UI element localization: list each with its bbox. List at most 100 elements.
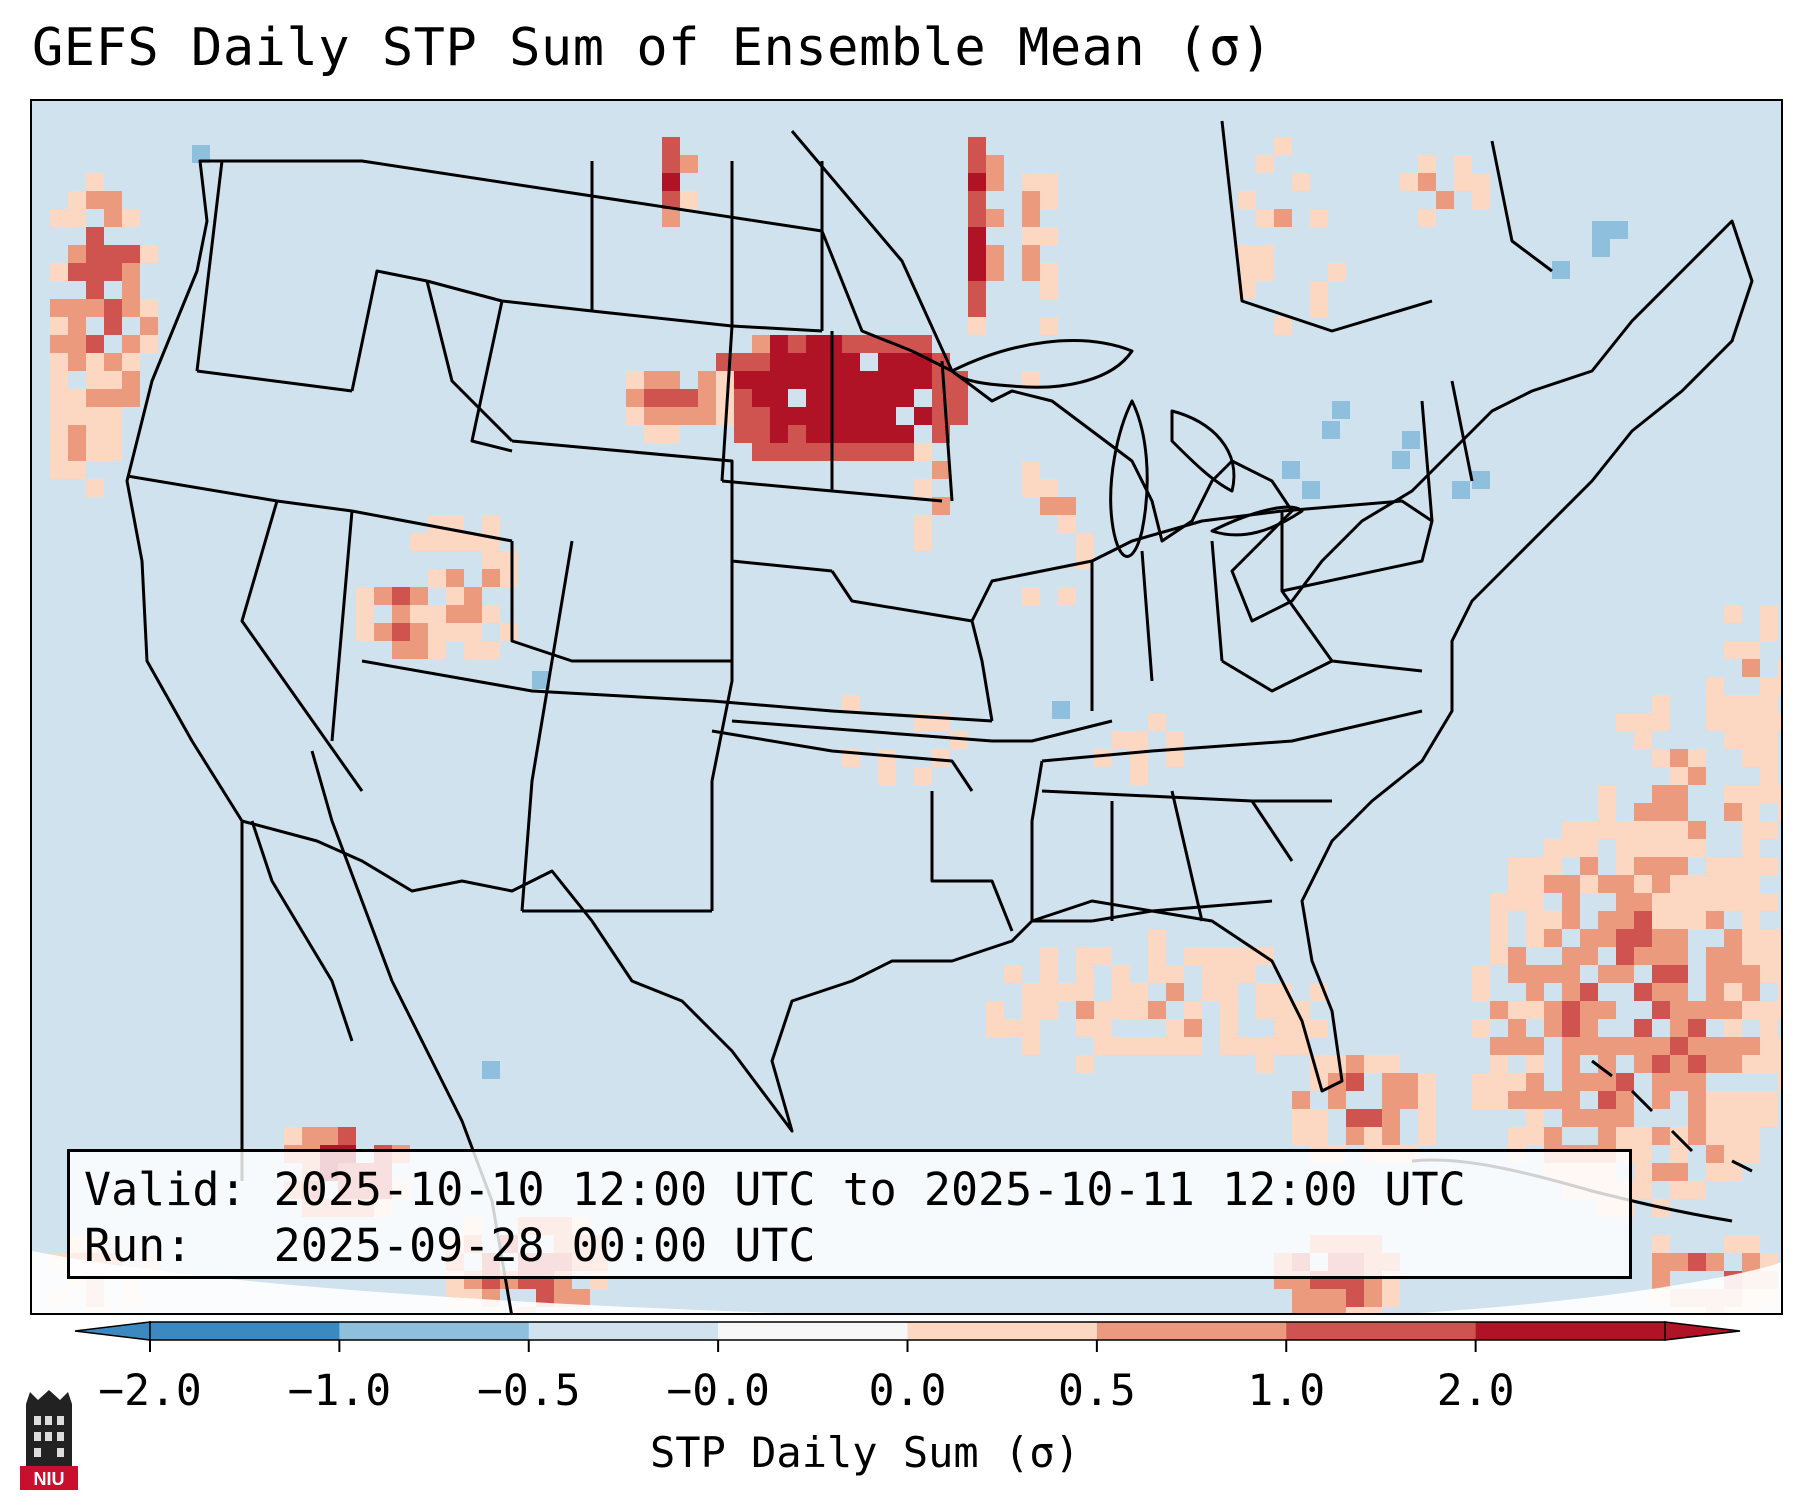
anomaly-cell (1616, 857, 1634, 875)
anomaly-cell (1634, 839, 1652, 857)
anomaly-cell (1310, 281, 1328, 299)
anomaly-cell (1148, 713, 1166, 731)
anomaly-cell (860, 335, 878, 353)
anomaly-cell (50, 299, 68, 317)
anomaly-cell (752, 389, 770, 407)
state-border (126, 474, 513, 543)
anomaly-cell (896, 425, 914, 443)
anomaly-cell (662, 389, 680, 407)
state-border (510, 541, 732, 663)
anomaly-cell (878, 425, 896, 443)
anomaly-cell (680, 191, 698, 209)
anomaly-cell (1580, 1001, 1598, 1019)
anomaly-cell (1724, 785, 1742, 803)
anomaly-cell (1724, 803, 1742, 821)
anomaly-cell (806, 425, 824, 443)
anomaly-cell (1364, 1127, 1382, 1145)
anomaly-cell (968, 137, 986, 155)
anomaly-cell (1022, 245, 1040, 263)
anomaly-cell (1472, 191, 1490, 209)
anomaly-cell (1670, 1163, 1688, 1181)
anomaly-cell (1760, 731, 1778, 749)
colorbar-extend-low (74, 1321, 151, 1341)
anomaly-cell (104, 353, 122, 371)
anomaly-cell (1526, 857, 1544, 875)
anomaly-cell (788, 371, 806, 389)
anomaly-cell (104, 443, 122, 461)
anomaly-cell (1526, 1091, 1544, 1109)
anomaly-cell (1742, 1001, 1760, 1019)
anomaly-cell (860, 443, 878, 461)
anomaly-cell (1562, 1073, 1580, 1091)
anomaly-cell (392, 587, 410, 605)
anomaly-cell (1544, 1019, 1562, 1037)
anomaly-cell (1400, 173, 1418, 191)
anomaly-cell (662, 209, 680, 227)
anomaly-cell (1166, 1037, 1184, 1055)
anomaly-cell (1364, 1109, 1382, 1127)
anomaly-cell (1220, 1019, 1238, 1037)
anomaly-cell (1328, 1055, 1346, 1073)
anomaly-cell (968, 173, 986, 191)
anomaly-cell (698, 407, 716, 425)
anomaly-cell (1580, 983, 1598, 1001)
anomaly-cell (1292, 1091, 1310, 1109)
anomaly-cell (68, 245, 86, 263)
anomaly-cell (1742, 785, 1760, 803)
anomaly-cell (1364, 1289, 1382, 1307)
colorbar-segment (1286, 1322, 1477, 1340)
anomaly-cell (1760, 623, 1778, 641)
anomaly-cell (356, 587, 374, 605)
anomaly-cell (1022, 1037, 1040, 1055)
anomaly-cell (1076, 1001, 1094, 1019)
anomaly-cell (1634, 1127, 1652, 1145)
anomaly-cell (1364, 1055, 1382, 1073)
anomaly-cell (1022, 263, 1040, 281)
anomaly-cell (1634, 821, 1652, 839)
colorbar-extend-high (1664, 1321, 1741, 1341)
anomaly-cell (1616, 1037, 1634, 1055)
anomaly-cell (1220, 965, 1238, 983)
anomaly-cell (1616, 1091, 1634, 1109)
anomaly-cell (1076, 1019, 1094, 1037)
anomaly-cell (1076, 1055, 1094, 1073)
anomaly-cell (1592, 221, 1610, 239)
anomaly-cell (752, 407, 770, 425)
anomaly-cell (1274, 209, 1292, 227)
anomaly-cell (1724, 929, 1742, 947)
anomaly-cell (1724, 983, 1742, 1001)
anomaly-cell (104, 425, 122, 443)
anomaly-cell (1670, 821, 1688, 839)
anomaly-cell (1706, 875, 1724, 893)
anomaly-cell (1472, 965, 1490, 983)
anomaly-cell (1706, 1091, 1724, 1109)
state-border (1030, 760, 1092, 923)
anomaly-cell (1742, 695, 1760, 713)
anomaly-cell (1742, 857, 1760, 875)
anomaly-cell (1508, 1037, 1526, 1055)
anomaly-cell (1670, 803, 1688, 821)
anomaly-cell (410, 605, 428, 623)
anomaly-cell (626, 407, 644, 425)
anomaly-cell (1670, 947, 1688, 965)
anomaly-cell (1634, 1055, 1652, 1073)
anomaly-cell (446, 569, 464, 587)
anomaly-cell (1778, 659, 1781, 677)
anomaly-cell (1544, 965, 1562, 983)
anomaly-cell (86, 245, 104, 263)
anomaly-cell (1490, 1001, 1508, 1019)
anomaly-cell (1652, 803, 1670, 821)
anomaly-cell (1634, 983, 1652, 1001)
anomaly-cell (1544, 1127, 1562, 1145)
anomaly-cell (1040, 983, 1058, 1001)
anomaly-cell (1652, 947, 1670, 965)
anomaly-cell (662, 155, 680, 173)
anomaly-cell (392, 623, 410, 641)
colorbar-segment (339, 1322, 530, 1340)
anomaly-cell (1778, 929, 1781, 947)
anomaly-cell (1382, 1055, 1400, 1073)
anomaly-cell (1256, 1001, 1274, 1019)
anomaly-cell (1220, 1037, 1238, 1055)
anomaly-cell (1562, 1019, 1580, 1037)
anomaly-cell (1490, 893, 1508, 911)
